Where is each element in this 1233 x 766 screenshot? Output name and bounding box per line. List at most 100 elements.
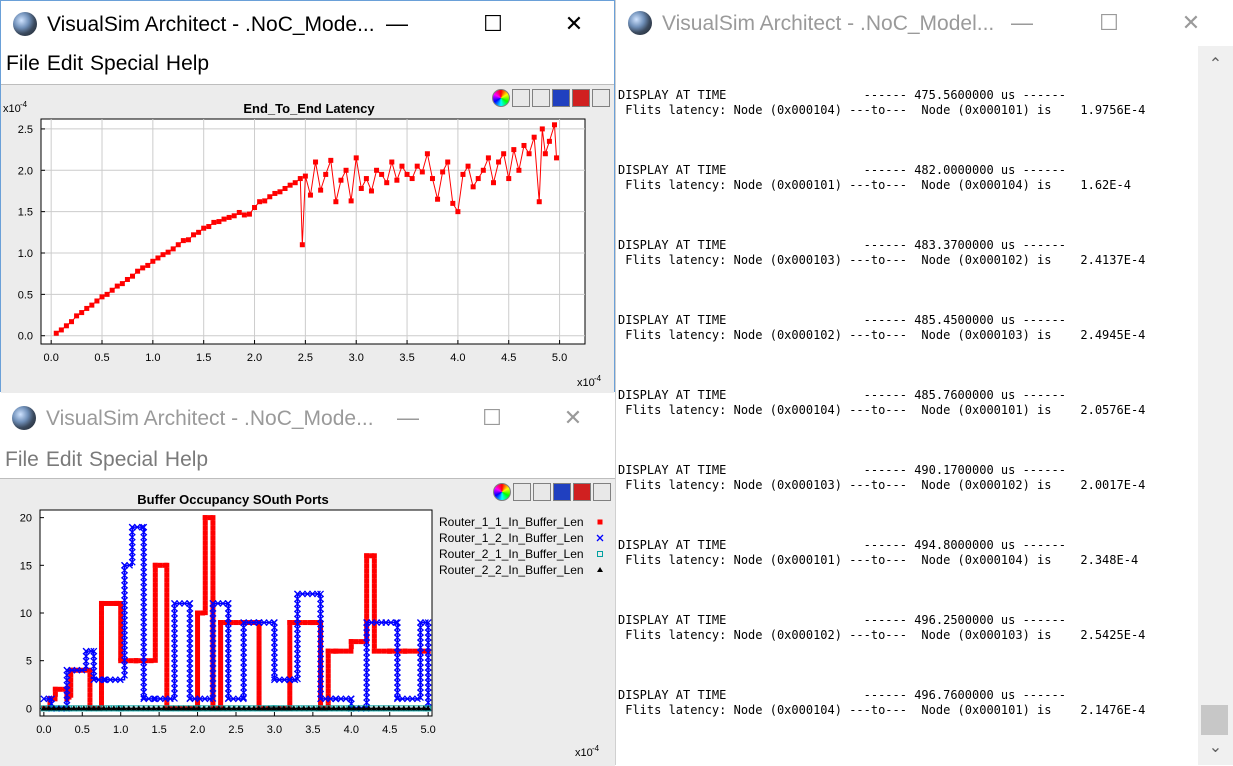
data-point <box>267 194 273 200</box>
data-point <box>429 176 435 182</box>
latency-window: VisualSim Architect - .NoC_Mode... — ☐ ✕… <box>0 0 615 393</box>
minimize-button[interactable]: — <box>397 405 419 430</box>
menu-edit[interactable]: Edit <box>45 448 83 471</box>
buffer-chart: Buffer Occupancy SOuth Ports 0.0 0.5 1.0 1.5… <box>20 492 604 759</box>
console-time-line: DISPLAY AT TIME ------ 490.1700000 us --… <box>618 463 1066 477</box>
console-latency-line: Flits latency: Node (0x000102) ---to--- … <box>618 328 1146 342</box>
console-latency-line: Flits latency: Node (0x000103) ---to--- … <box>618 478 1146 492</box>
vertical-scrollbar[interactable]: ⌃ ⌄ <box>1198 46 1233 765</box>
buffer-titlebar[interactable]: VisualSim Architect - .NoC_Mode... — ☐ ✕ <box>0 395 615 441</box>
data-point <box>338 177 344 183</box>
plot-frame <box>40 118 586 345</box>
console-titlebar[interactable]: VisualSim Architect - .NoC_Model... — ☐ … <box>616 0 1233 46</box>
data-point <box>160 252 166 258</box>
fill-icon[interactable] <box>573 483 591 501</box>
scroll-up-icon[interactable]: ⌃ <box>1208 56 1223 73</box>
close-button[interactable]: ✕ <box>1181 10 1201 35</box>
menu-special[interactable]: Special <box>90 52 159 75</box>
close-button[interactable]: ✕ <box>564 11 584 36</box>
menu-edit[interactable]: Edit <box>46 52 84 75</box>
data-point <box>526 151 532 157</box>
console-time-line: DISPLAY AT TIME ------ 483.3700000 us --… <box>618 238 1066 252</box>
y-tick-label: 5 <box>26 656 32 668</box>
menu-help[interactable]: Help <box>165 52 210 75</box>
x-tick-label: 1.5 <box>151 724 166 736</box>
data-point <box>546 138 552 144</box>
data-point <box>252 205 258 211</box>
menu-file[interactable]: File <box>5 448 39 471</box>
data-point <box>216 219 222 225</box>
buffer-series-line <box>43 526 429 710</box>
y-tick-label: 0.5 <box>18 289 33 301</box>
data-point <box>272 190 278 196</box>
reset-axes-icon[interactable] <box>553 483 571 501</box>
globe-icon <box>12 406 36 430</box>
maximize-button[interactable]: ☐ <box>1099 10 1119 35</box>
data-point <box>150 258 156 264</box>
print-icon[interactable] <box>532 89 550 107</box>
x-exponent-sup: -4 <box>592 744 600 753</box>
y-tick-label: 20 <box>20 513 32 525</box>
data-point <box>404 171 410 177</box>
data-point <box>445 159 451 165</box>
maximize-button[interactable]: ☐ <box>482 405 502 430</box>
console-output: DISPLAY AT TIME ------ 475.5600000 us --… <box>616 46 1198 765</box>
x-exponent-label: x10 <box>575 747 593 759</box>
close-button[interactable]: ✕ <box>563 405 583 430</box>
x-tick-label: 0.5 <box>94 352 109 364</box>
data-point <box>343 167 349 173</box>
window-title: VisualSim Architect - .NoC_Model... <box>662 12 995 35</box>
data-point <box>597 567 603 572</box>
y-tick-label: 2.0 <box>18 165 33 177</box>
y-tick-label: 0 <box>26 703 32 715</box>
data-point <box>165 249 171 255</box>
colors-icon[interactable] <box>492 89 510 107</box>
menubar: File Edit Special Help <box>1 52 614 82</box>
data-point <box>206 224 212 230</box>
latency-titlebar[interactable]: VisualSim Architect - .NoC_Mode... — ☐ ✕ <box>1 1 614 47</box>
y-tick-label: 0.0 <box>18 331 33 343</box>
x-tick-label: 2.5 <box>228 724 243 736</box>
data-point <box>135 268 141 274</box>
minimize-button[interactable]: — <box>1011 10 1033 35</box>
save-icon[interactable] <box>513 483 531 501</box>
zoom-fit-icon[interactable] <box>592 89 610 107</box>
menu-file[interactable]: File <box>6 52 40 75</box>
menu-help[interactable]: Help <box>164 448 209 471</box>
plot-toolbar <box>493 483 611 501</box>
data-point <box>282 185 288 191</box>
print-icon[interactable] <box>533 483 551 501</box>
y-tick-label: 1.5 <box>18 207 33 219</box>
data-point <box>99 294 105 300</box>
scroll-thumb[interactable] <box>1201 705 1228 735</box>
data-point <box>226 214 232 220</box>
zoom-fit-icon[interactable] <box>593 483 611 501</box>
data-point <box>130 273 136 279</box>
data-point <box>170 246 176 252</box>
data-point <box>201 225 207 231</box>
fill-icon[interactable] <box>572 89 590 107</box>
data-point <box>435 196 441 202</box>
console-latency-line: Flits latency: Node (0x000104) ---to--- … <box>618 103 1146 117</box>
maximize-button[interactable]: ☐ <box>483 11 503 36</box>
save-icon[interactable] <box>512 89 530 107</box>
console-latency-line: Flits latency: Node (0x000104) ---to--- … <box>618 403 1146 417</box>
console-time-line: DISPLAY AT TIME ------ 475.5600000 us --… <box>618 88 1066 102</box>
latency-plot-panel: End_To_End Latency 0.0 0.5 1.0 1.5 2.0 2.5 3.0 3… <box>1 84 614 393</box>
menu-special[interactable]: Special <box>89 448 158 471</box>
data-point <box>460 171 466 177</box>
data-point <box>470 184 476 190</box>
reset-axes-icon[interactable] <box>552 89 570 107</box>
chart-title: Buffer Occupancy SOuth Ports <box>137 492 328 507</box>
buffer-window: VisualSim Architect - .NoC_Mode... — ☐ ✕… <box>0 395 615 766</box>
console-latency-line: Flits latency: Node (0x000101) ---to--- … <box>618 553 1139 567</box>
window-title: VisualSim Architect - .NoC_Mode... <box>47 13 375 36</box>
scroll-down-icon[interactable]: ⌄ <box>1208 739 1223 756</box>
data-point <box>389 159 395 165</box>
colors-icon[interactable] <box>493 483 511 501</box>
data-point <box>58 327 64 333</box>
x-tick-label: 2.5 <box>298 352 313 364</box>
data-point <box>180 238 186 244</box>
data-point <box>516 167 522 173</box>
minimize-button[interactable]: — <box>386 11 408 36</box>
